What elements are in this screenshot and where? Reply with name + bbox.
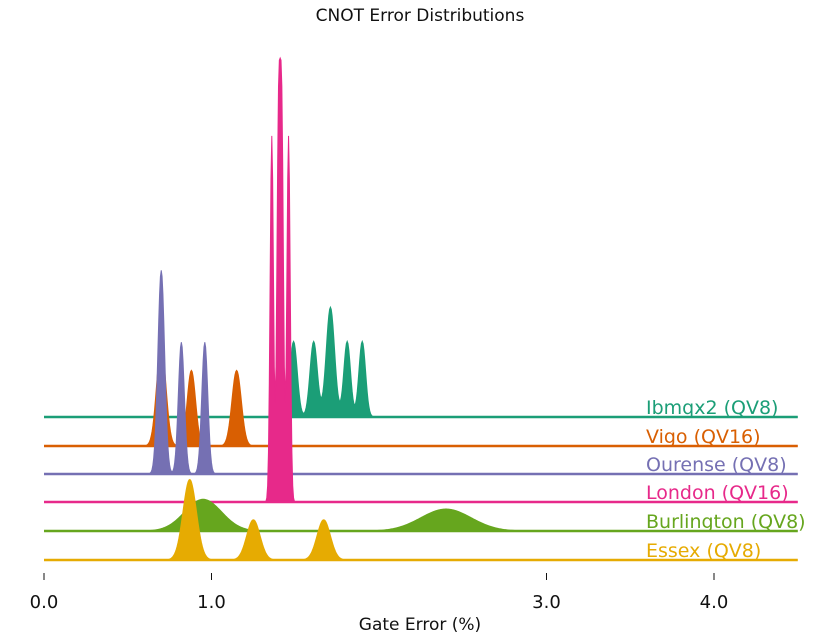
x-tick-label: 3.0 <box>532 592 561 613</box>
series-label: Essex (QV8) <box>646 540 761 562</box>
x-tick-label: 4.0 <box>700 592 729 613</box>
x-tick-label: 0.0 <box>30 592 59 613</box>
ridge-essex: Essex (QV8) <box>44 478 798 562</box>
ridge-vigo: Vigo (QV16) <box>44 344 798 448</box>
series-label: Burlington (QV8) <box>646 511 806 533</box>
ridges-group: Ibmqx2 (QV8) Vigo (QV16) Ourense (QV8) Lond… <box>44 56 806 562</box>
x-tick-label: 1.0 <box>197 592 226 613</box>
series-label: Vigo (QV16) <box>646 426 761 448</box>
series-label: Ibmqx2 (QV8) <box>646 397 778 419</box>
series-label: London (QV16) <box>646 482 789 504</box>
ridge-ibmqx2: Ibmqx2 (QV8) <box>44 305 798 419</box>
series-label: Ourense (QV8) <box>646 454 787 476</box>
ridge-london: London (QV16) <box>44 56 798 504</box>
ridge-ourense: Ourense (QV8) <box>44 270 798 476</box>
chart-title: CNOT Error Distributions <box>316 6 525 26</box>
ridge-burlington: Burlington (QV8) <box>44 498 806 533</box>
x-axis-ticks: 0.0 1.0 3.0 4.0 <box>30 573 729 613</box>
x-axis-label: Gate Error (%) <box>359 615 481 635</box>
